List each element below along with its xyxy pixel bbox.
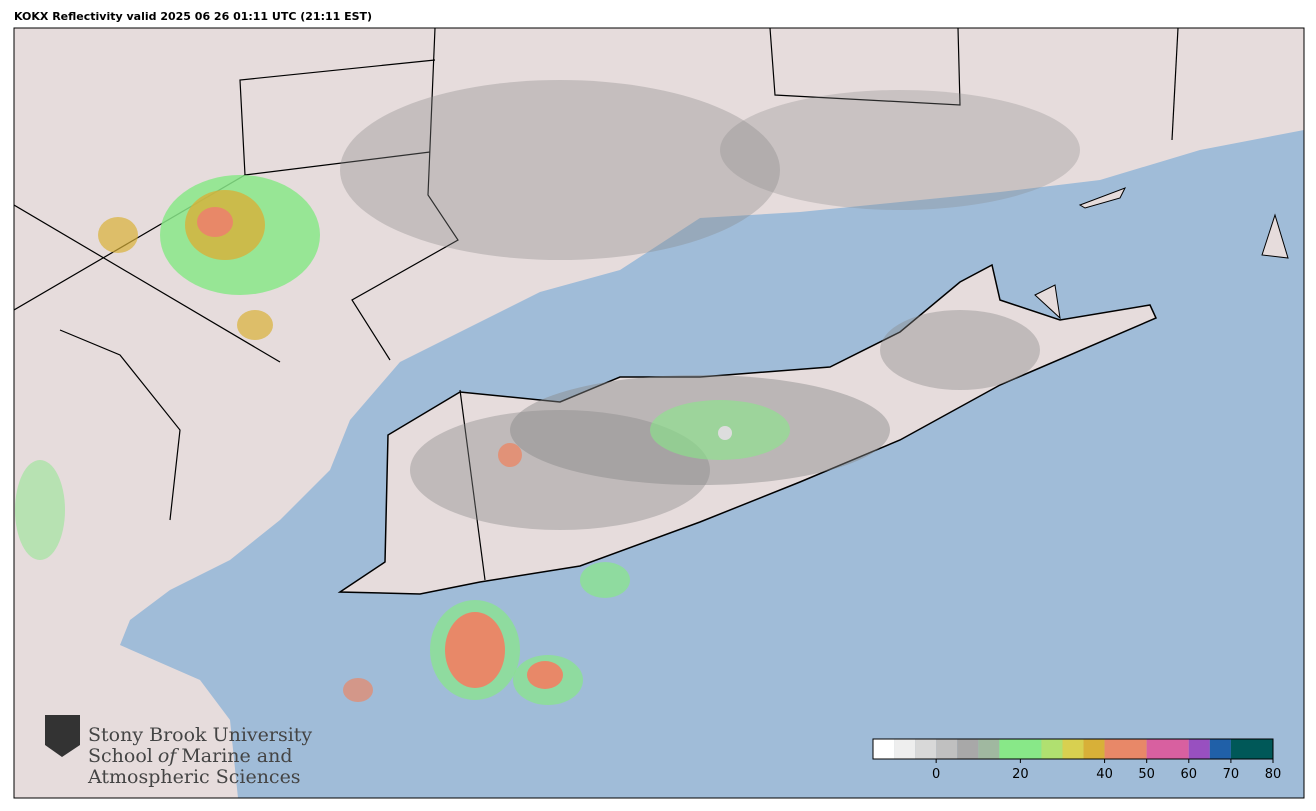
logo-line: Atmospheric Sciences xyxy=(87,766,301,788)
colorbar-tick-label: 0 xyxy=(932,767,940,782)
colorbar-segment xyxy=(957,739,979,759)
colorbar-segment xyxy=(894,739,916,759)
colorbar-tick-label: 60 xyxy=(1181,767,1198,782)
colorbar-segment xyxy=(873,739,895,759)
colorbar-segment xyxy=(1209,739,1231,759)
logo-text: School xyxy=(88,745,153,767)
colorbar-segment xyxy=(1230,739,1273,759)
colorbar-tick-label: 80 xyxy=(1265,767,1282,782)
colorbar-tick-label: 20 xyxy=(1012,767,1029,782)
colorbar-segment xyxy=(1188,739,1210,759)
colorbar-segment xyxy=(978,739,1000,759)
colorbar-tick-label: 50 xyxy=(1138,767,1155,782)
colorbar-tick-label: 70 xyxy=(1223,767,1240,782)
colorbar: 0 20 40 50 60 70 80 xyxy=(872,738,1282,782)
logo-line: Stony Brook University xyxy=(88,724,312,746)
colorbar-segment xyxy=(1062,739,1084,759)
colorbar-frame xyxy=(872,738,1274,760)
colorbar-tick-label: 40 xyxy=(1096,767,1113,782)
title: KOKX Reflectivity valid 2025 06 26 01:11… xyxy=(14,10,372,23)
logo-text: of xyxy=(158,745,179,767)
colorbar-segment xyxy=(1104,739,1147,759)
colorbar-segment xyxy=(1041,739,1063,759)
logo-text: Marine and xyxy=(181,745,292,767)
logo-line: School of Marine and xyxy=(88,745,293,767)
colorbar-segment xyxy=(1083,739,1105,759)
mainland xyxy=(14,28,1304,798)
logo-shield xyxy=(45,715,80,757)
colorbar-segment xyxy=(999,739,1042,759)
map xyxy=(14,28,1304,798)
colorbar-segment xyxy=(936,739,958,759)
borders xyxy=(14,28,1179,581)
radar-echoes xyxy=(15,80,1080,705)
colorbar-segment xyxy=(1146,739,1189,759)
map-frame xyxy=(13,27,1305,799)
islands xyxy=(1034,187,1289,320)
logo: Stony Brook University School of Marine an… xyxy=(45,715,312,788)
colorbar-segment xyxy=(915,739,937,759)
